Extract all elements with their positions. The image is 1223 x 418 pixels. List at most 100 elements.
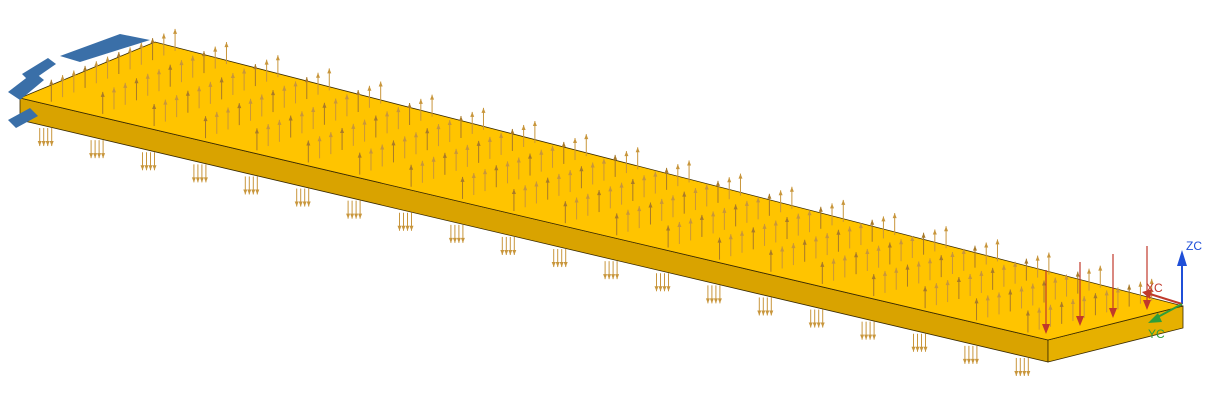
top-load-arrow-head (613, 154, 618, 160)
bottom-load-arrow-head (864, 334, 869, 340)
top-load-arrow-head (1024, 258, 1029, 264)
bottom-load-arrow-head (654, 286, 659, 292)
top-load-arrow-head (961, 248, 966, 254)
top-load-arrow-head (190, 55, 195, 61)
top-load-arrow-head (380, 144, 385, 150)
top-load-arrow-head (556, 173, 561, 179)
top-load-arrow-head (923, 286, 928, 292)
bottom-load-arrow-head (761, 310, 766, 316)
top-load-arrow-head (409, 164, 414, 170)
point-load-head (1042, 324, 1050, 334)
top-load-arrow-head (1070, 298, 1075, 304)
top-load-arrow-head (854, 252, 859, 258)
bottom-load-arrow-head (915, 346, 920, 352)
top-load-arrow-head (831, 258, 836, 264)
bottom-load-arrow-head (306, 201, 311, 207)
point-load-arrows[interactable] (1042, 246, 1151, 334)
top-load-arrow-head (945, 280, 950, 286)
top-load-arrow-head (1075, 271, 1080, 277)
top-load-arrow-head (254, 128, 259, 134)
top-load-arrow-head (111, 87, 116, 93)
bottom-load-arrow-head (452, 237, 457, 243)
fixed-constraint[interactable] (8, 34, 150, 128)
top-load-arrow-head (699, 214, 704, 220)
top-load-arrow-head (670, 195, 675, 201)
top-load-arrow-head (825, 233, 830, 239)
top-load-arrow-head (83, 65, 88, 71)
top-load-arrow-head (666, 225, 671, 231)
top-load-arrow-head (1098, 265, 1103, 271)
top-load-arrow-head (505, 161, 510, 167)
bottom-load-arrow-head (97, 153, 102, 159)
top-load-arrow-head (356, 90, 361, 96)
top-load-arrow-head (483, 169, 488, 175)
bottom-load-arrow-head (350, 213, 355, 219)
top-load-arrow-head (858, 223, 863, 229)
top-load-arrow-head (282, 85, 287, 91)
bottom-load-arrow-head (397, 225, 402, 231)
top-load-arrow-head (528, 153, 533, 159)
top-load-arrow-head (972, 245, 977, 251)
bottom-load-arrow-head (559, 262, 564, 268)
bottom-load-arrow-head (713, 298, 718, 304)
top-load-arrow-head (465, 144, 470, 150)
top-load-arrow-head (105, 56, 110, 62)
top-load-arrow-head (984, 242, 989, 248)
bottom-load-arrow-head (816, 322, 821, 328)
plate-body[interactable] (18, 41, 1184, 363)
top-load-arrow-head (328, 132, 333, 138)
top-load-arrow-head (830, 203, 835, 209)
bottom-load-arrow-head (247, 189, 252, 195)
bottom-load-arrow-head (607, 274, 612, 280)
top-load-arrow-head (288, 115, 293, 121)
top-load-arrow-head (927, 258, 932, 264)
constraint-symbol-upper (8, 72, 44, 100)
bottom-load-arrow-head (93, 153, 98, 159)
top-load-arrow-head (253, 64, 258, 70)
bottom-load-arrow-head (152, 165, 157, 171)
top-load-arrow-head (213, 46, 218, 52)
z-axis-arrowhead (1177, 250, 1187, 266)
top-load-arrow-head (447, 120, 452, 126)
top-load-arrow-head (653, 171, 658, 177)
bottom-load-arrow-head (551, 262, 556, 268)
top-load-arrow-head (630, 178, 635, 184)
bottom-load-arrow-head (41, 141, 46, 147)
coordinate-system-triad[interactable]: ZC XC YC (1142, 239, 1202, 341)
top-load-arrow-head (894, 267, 899, 273)
top-load-arrow-head (738, 173, 743, 179)
top-load-arrow-head (778, 190, 783, 196)
bottom-load-arrow-head (765, 310, 770, 316)
top-load-arrow-head (521, 124, 526, 130)
top-load-arrow-head (892, 213, 897, 219)
bottom-load-arrow-head (808, 322, 813, 328)
point-load-head (1143, 300, 1151, 310)
top-load-arrow-head (1037, 307, 1042, 313)
bottom-load-arrow-head (919, 346, 924, 352)
bottom-load-arrow-head (144, 165, 149, 171)
bottom-load-arrow-head (191, 177, 196, 183)
top-load-arrow-head (128, 47, 133, 53)
bottom-load-arrow-head (757, 310, 762, 316)
top-load-arrow-head (995, 239, 1000, 245)
top-load-arrow-head (882, 270, 887, 276)
top-load-arrow-head (368, 148, 373, 154)
bottom-load-arrow-head (500, 249, 505, 255)
top-load-arrow-head (214, 111, 219, 117)
top-load-arrow-head (226, 107, 231, 113)
top-load-arrow-head (1035, 255, 1040, 261)
top-load-arrow-head (494, 165, 499, 171)
top-load-arrow-head (49, 79, 54, 85)
top-load-arrow-head (740, 230, 745, 236)
top-load-arrow-head (385, 111, 390, 117)
top-load-arrow-head (391, 140, 396, 146)
x-axis-line (1149, 293, 1183, 305)
top-load-arrow-head (1042, 280, 1047, 286)
top-load-arrow-head (219, 77, 224, 83)
top-load-arrow-head (979, 270, 984, 276)
top-load-arrow-head (1115, 287, 1120, 293)
top-load-arrow-head (1030, 283, 1035, 289)
bottom-load-arrow-head (255, 189, 260, 195)
top-load-arrow-head (481, 107, 486, 113)
